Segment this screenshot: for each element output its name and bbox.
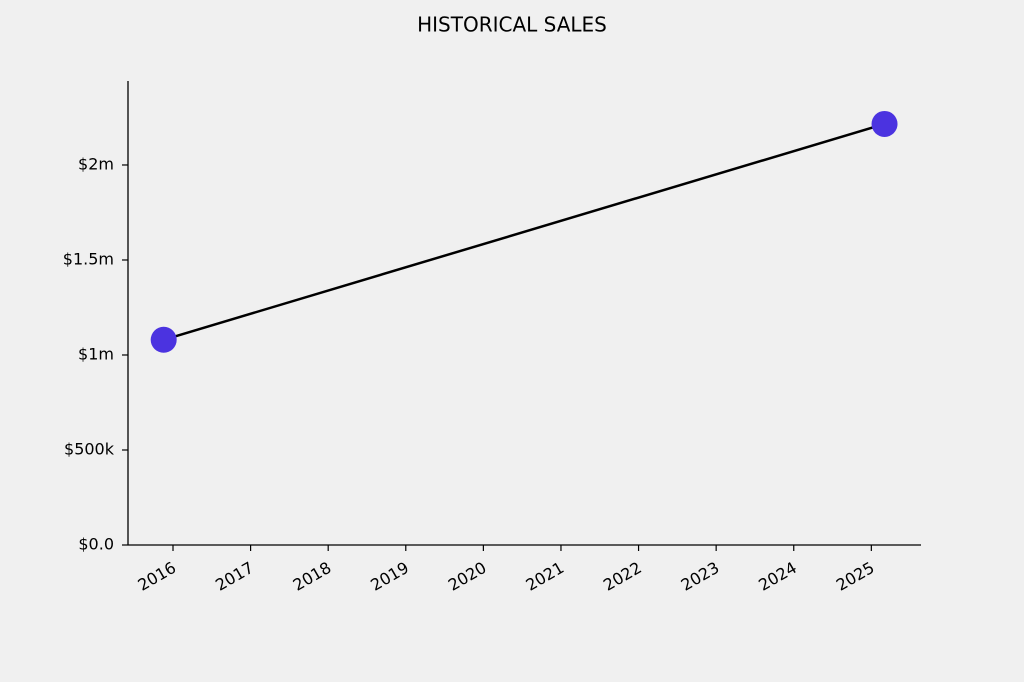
x-tick-label: 2022 [600, 558, 645, 595]
x-tick-label: 2024 [755, 558, 800, 595]
x-tick-label: 2016 [134, 558, 179, 595]
y-tick-label: $2m [78, 154, 114, 173]
x-tick-label: 2018 [290, 558, 335, 595]
marker [150, 326, 177, 353]
x-tick-label: 2020 [445, 558, 490, 595]
x-tick-label: 2017 [212, 558, 257, 595]
x-tick-label: 2025 [833, 558, 878, 595]
x-tick-label: 2019 [367, 558, 412, 595]
x-tick-label: 2023 [678, 558, 723, 595]
marker [871, 110, 898, 137]
y-tick-label: $1.5m [63, 249, 114, 268]
chart-title: HISTORICAL SALES [417, 13, 607, 37]
line [163, 122, 885, 341]
y-tick-label: $1m [78, 344, 114, 363]
y-tick-label: $500k [64, 439, 115, 458]
x-tick-label: 2021 [522, 558, 567, 595]
y-tick-label: $0.0 [78, 535, 114, 554]
